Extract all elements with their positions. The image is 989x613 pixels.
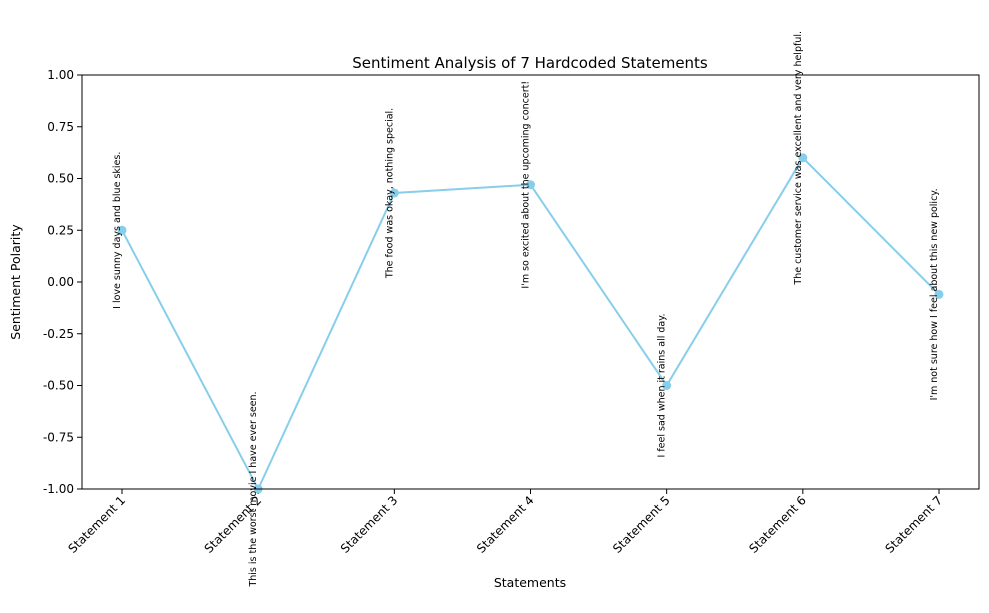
x-tick-label: Statement 6	[746, 493, 809, 556]
y-tick-label: -0.25	[43, 327, 74, 341]
statement-annotation: I feel sad when it rains all day.	[657, 313, 668, 457]
x-tick-label: Statement 5	[610, 493, 673, 556]
y-tick-label: 1.00	[47, 68, 74, 82]
statement-annotation: I love sunny days and blue skies.	[112, 152, 123, 309]
statement-annotation: The customer service was excellent and v…	[793, 31, 804, 286]
y-tick-label: 0.75	[47, 120, 74, 134]
data-point	[117, 225, 127, 235]
y-tick-label: -0.50	[43, 379, 74, 393]
statement-annotation: I'm so excited about the upcoming concer…	[521, 81, 532, 289]
plot-frame	[81, 74, 980, 490]
y-axis-label: Sentiment Polarity	[8, 224, 23, 340]
data-point	[798, 153, 808, 163]
y-tick-label: 0.25	[47, 223, 74, 237]
y-tick-label: -0.75	[43, 430, 74, 444]
x-tick-label: Statement 7	[882, 493, 945, 556]
data-point	[662, 381, 672, 390]
statement-annotation: I'm not sure how I feel about this new p…	[929, 188, 940, 400]
statement-annotation: The food was okay, nothing special.	[384, 108, 395, 279]
x-tick-label: Statement 1	[65, 493, 128, 556]
data-point	[389, 188, 399, 198]
data-point	[526, 180, 535, 190]
x-tick-label: Statement 3	[338, 493, 401, 556]
x-axis-label: Statements	[494, 575, 566, 590]
y-tick-label: -1.00	[43, 482, 74, 496]
y-tick-label: 0.50	[47, 172, 74, 186]
x-tick-label: Statement 4	[474, 493, 537, 556]
y-tick-label: 0.00	[47, 275, 74, 289]
chart-title: Sentiment Analysis of 7 Hardcoded Statem…	[352, 54, 708, 72]
data-point	[934, 289, 944, 299]
